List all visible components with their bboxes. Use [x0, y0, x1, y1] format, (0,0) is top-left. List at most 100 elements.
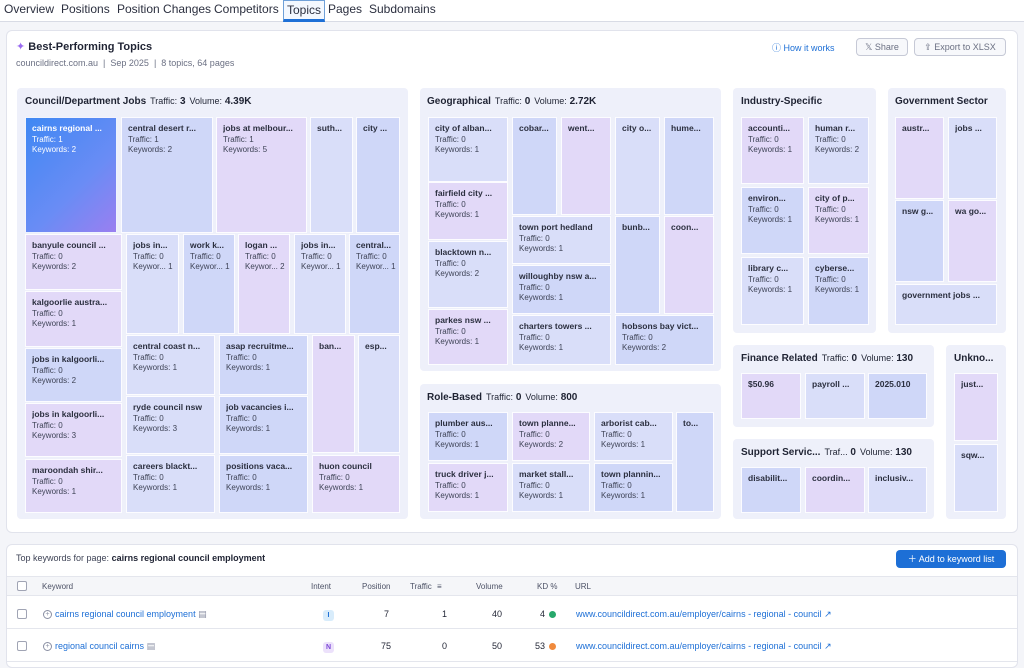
topic-tile[interactable]: town planne... Traffic: 0 Keywords: 2	[512, 412, 590, 461]
add-plus-icon[interactable]: +	[43, 642, 52, 652]
col-position[interactable]: Position	[362, 582, 391, 591]
topic-tile[interactable]: market stall... Traffic: 0 Keywords: 1	[512, 463, 590, 512]
topic-tile[interactable]: central desert r... Traffic: 1 Keywords: 2	[121, 117, 213, 233]
topic-tile[interactable]: jobs in kalgoorli... Traffic: 0 Keywords: …	[25, 348, 122, 402]
topic-tile[interactable]: jobs at melbour... Traffic: 1 Keywords: 5	[216, 117, 307, 233]
topic-tile[interactable]: to...	[676, 412, 714, 512]
topic-tile[interactable]: $50.96	[741, 373, 801, 419]
topic-tile[interactable]: ryde council nsw Traffic: 0 Keywords: 3	[126, 396, 215, 454]
export-button[interactable]: ⇪ Export to XLSX	[914, 38, 1006, 56]
topic-tile[interactable]: cyberse... Traffic: 0 Keywords: 1	[808, 257, 869, 325]
topic-tile[interactable]: jobs in... Traffic: 0 Keywor... 1	[294, 234, 346, 334]
keyword-cell[interactable]: + regional council cairns ▤	[43, 641, 155, 652]
keyword-link[interactable]: cairns regional council employment	[55, 609, 196, 619]
col-kd[interactable]: KD %	[537, 582, 558, 591]
topic-tile[interactable]: city of alban... Traffic: 0 Keywords: 1	[428, 117, 508, 182]
external-link-icon[interactable]: ↗	[824, 609, 832, 619]
topic-tile[interactable]: city of p... Traffic: 0 Keywords: 1	[808, 187, 869, 254]
topic-tile[interactable]: charters towers ... Traffic: 0 Keywords: 1	[512, 315, 611, 365]
topic-tile[interactable]: logan ... Traffic: 0 Keywor... 2	[238, 234, 290, 334]
select-all-checkbox[interactable]	[17, 581, 27, 591]
topic-tile[interactable]: just...	[954, 373, 998, 441]
topic-tile[interactable]: sqw...	[954, 444, 998, 512]
topic-tile[interactable]: job vacancies i... Traffic: 0 Keywords: 1	[219, 396, 308, 454]
serp-icon[interactable]: ▤	[198, 609, 207, 619]
topic-tile[interactable]: truck driver j... Traffic: 0 Keywords: 1	[428, 463, 508, 512]
topic-tile[interactable]: city ...	[356, 117, 400, 233]
topic-tile[interactable]: town port hedland Traffic: 0 Keywords: 1	[512, 216, 611, 264]
topic-tile[interactable]: central coast n... Traffic: 0 Keywords: 1	[126, 335, 215, 395]
tab-subdomains[interactable]: Subdomains	[369, 2, 436, 16]
col-traffic[interactable]: Traffic	[410, 582, 432, 591]
topic-tile[interactable]: government jobs ...	[895, 284, 997, 325]
topic-tile[interactable]: human r... Traffic: 0 Keywords: 2	[808, 117, 869, 184]
how-it-works-link[interactable]: ⓘ How it works	[772, 40, 835, 56]
topic-tile[interactable]: coon...	[664, 216, 714, 314]
topic-tile[interactable]: jobs in kalgoorli... Traffic: 0 Keywords: …	[25, 403, 122, 457]
topic-tile[interactable]: went...	[561, 117, 611, 215]
tab-topics[interactable]: Topics	[283, 0, 326, 22]
url-cell[interactable]: www.councildirect.com.au/employer/cairns…	[576, 609, 832, 620]
topic-tile[interactable]: cobar...	[512, 117, 557, 215]
topic-tile[interactable]: disabilit...	[741, 467, 801, 513]
topic-tile[interactable]: bunb...	[615, 216, 660, 314]
topic-tile[interactable]: town plannin... Traffic: 0 Keywords: 1	[594, 463, 673, 512]
topic-tile[interactable]: austr...	[895, 117, 944, 199]
share-button[interactable]: 𝕏 Share	[856, 38, 908, 56]
topic-tile[interactable]: payroll ...	[805, 373, 865, 419]
serp-icon[interactable]: ▤	[146, 641, 156, 651]
col-intent[interactable]: Intent	[311, 582, 332, 591]
topic-tile[interactable]: suth...	[310, 117, 353, 233]
url-link[interactable]: www.councildirect.com.au/employer/cairns…	[576, 609, 822, 619]
topic-tile[interactable]: huon council Traffic: 0 Keywords: 1	[312, 455, 400, 513]
topic-tile[interactable]: coordin...	[805, 467, 865, 513]
topic-tile[interactable]: kalgoorlie austra... Traffic: 0 Keywords: …	[25, 291, 122, 347]
topic-tile[interactable]: cairns regional ... Traffic: 1 Keywords: 2	[25, 117, 117, 233]
topic-tile[interactable]: careers blackt... Traffic: 0 Keywords: 1	[126, 455, 215, 513]
topic-tile[interactable]: nsw g...	[895, 200, 944, 282]
topic-tile[interactable]: library c... Traffic: 0 Keywords: 1	[741, 257, 804, 325]
topic-tile[interactable]: positions vaca... Traffic: 0 Keywords: 1	[219, 455, 308, 513]
topic-tile[interactable]: hume...	[664, 117, 714, 215]
topic-tile[interactable]: work k... Traffic: 0 Keywor... 1	[183, 234, 235, 334]
topic-tile[interactable]: willoughby nsw a... Traffic: 0 Keywords: 1	[512, 265, 611, 314]
keyword-link[interactable]: regional council cairns	[55, 641, 145, 651]
topic-tile[interactable]: maroondah shir... Traffic: 0 Keywords: 1	[25, 459, 122, 513]
topic-tile[interactable]: esp...	[358, 335, 400, 453]
topic-tile[interactable]: arborist cab... Traffic: 0 Keywords: 1	[594, 412, 673, 461]
tab-position-changes[interactable]: Position Changes	[117, 2, 212, 16]
tab-pages[interactable]: Pages	[328, 2, 363, 16]
add-plus-icon[interactable]: +	[43, 610, 52, 620]
tab-positions[interactable]: Positions	[61, 2, 110, 16]
topic-tile[interactable]: jobs in... Traffic: 0 Keywor... 1	[126, 234, 179, 334]
add-to-keyword-list-button[interactable]: ＋ Add to keyword list	[896, 550, 1006, 568]
external-link-icon[interactable]: ↗	[824, 641, 832, 651]
topic-tile[interactable]: environ... Traffic: 0 Keywords: 1	[741, 187, 804, 254]
topic-tile[interactable]: ban...	[312, 335, 355, 453]
col-url[interactable]: URL	[575, 582, 592, 591]
topic-tile[interactable]: hobsons bay vict... Traffic: 0 Keywords: 2	[615, 315, 714, 365]
topic-tile[interactable]: blacktown n... Traffic: 0 Keywords: 2	[428, 241, 508, 308]
row-checkbox[interactable]	[17, 609, 27, 619]
topic-tile[interactable]: parkes nsw ... Traffic: 0 Keywords: 1	[428, 309, 508, 365]
topic-tile[interactable]: central... Traffic: 0 Keywor... 1	[349, 234, 400, 334]
url-link[interactable]: www.councildirect.com.au/employer/cairns…	[576, 641, 822, 651]
topic-tile[interactable]: jobs ...	[948, 117, 997, 199]
topic-tile[interactable]: inclusiv...	[868, 467, 927, 513]
sort-icon[interactable]: ≡	[437, 582, 442, 591]
topic-tile[interactable]: city o...	[615, 117, 660, 215]
topic-tile[interactable]: plumber aus... Traffic: 0 Keywords: 1	[428, 412, 508, 461]
url-cell[interactable]: www.councildirect.com.au/employer/cairns…	[576, 641, 832, 652]
topic-tile[interactable]: 2025.010	[868, 373, 927, 419]
row-checkbox[interactable]	[17, 641, 27, 651]
tab-competitors[interactable]: Competitors	[214, 2, 279, 16]
col-keyword[interactable]: Keyword	[42, 582, 74, 591]
topic-tile[interactable]: wa go...	[948, 200, 997, 282]
col-volume[interactable]: Volume	[476, 582, 503, 591]
tab-overview[interactable]: Overview	[4, 2, 55, 16]
topic-tile[interactable]: accounti... Traffic: 0 Keywords: 1	[741, 117, 804, 184]
keyword-cell[interactable]: + cairns regional council employment ▤	[43, 609, 207, 620]
topic-tile[interactable]: fairfield city ... Traffic: 0 Keywords: 1	[428, 182, 508, 240]
topic-tile[interactable]: banyule council ... Traffic: 0 Keywords: 2	[25, 234, 122, 290]
topic-tile[interactable]: asap recruitme... Traffic: 0 Keywords: 1	[219, 335, 308, 395]
